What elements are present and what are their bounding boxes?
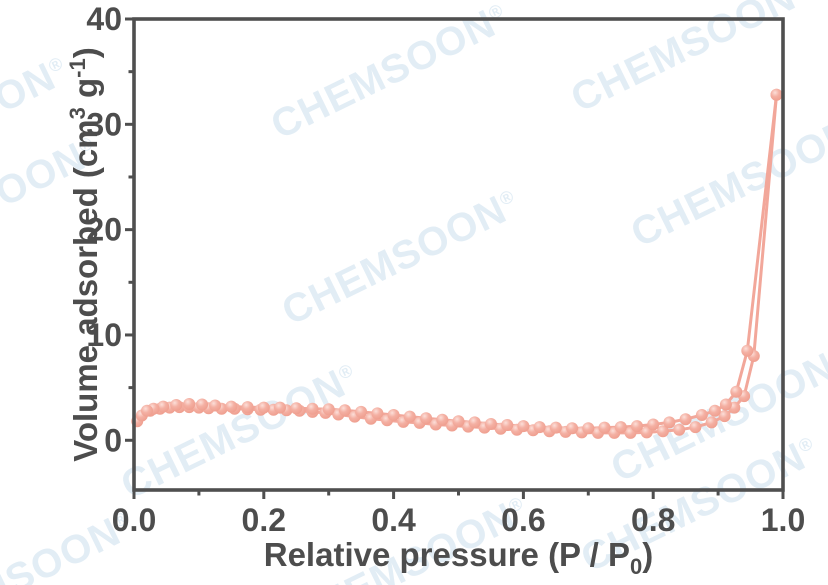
series-line-desorption — [145, 93, 778, 430]
data-point-desorption — [631, 420, 643, 433]
data-point-adsorption — [705, 416, 718, 429]
data-point-desorption — [663, 416, 676, 429]
data-point-desorption — [436, 413, 449, 426]
data-point-desorption — [241, 401, 254, 414]
x-axis-title: Relative pressure (P / P0) — [264, 536, 654, 579]
data-point-desorption — [582, 422, 595, 435]
data-point-desorption — [598, 421, 611, 434]
data-point-desorption — [157, 400, 170, 413]
x-tick-label: 0.6 — [501, 502, 545, 538]
data-point-desorption — [183, 398, 196, 410]
x-tick-label: 0.8 — [631, 502, 675, 538]
data-point-desorption — [708, 404, 721, 417]
data-point-adsorption — [640, 426, 653, 439]
data-point-desorption — [338, 404, 351, 417]
x-tick-label: 1.0 — [761, 502, 805, 538]
data-point-desorption — [566, 422, 579, 435]
data-point-desorption — [170, 399, 183, 411]
data-point-desorption — [647, 418, 660, 431]
data-point-desorption — [501, 419, 514, 431]
data-point-desorption — [290, 402, 303, 415]
data-point-desorption — [679, 413, 692, 426]
data-point-desorption — [196, 398, 209, 411]
data-point-desorption — [549, 421, 562, 434]
y-axis-title: Volume adsorbed (cm3 g-1) — [65, 47, 104, 461]
data-point-desorption — [355, 405, 368, 418]
data-point-desorption — [322, 403, 335, 416]
data-point-desorption — [741, 344, 754, 357]
data-point-desorption — [533, 421, 546, 434]
data-point-desorption — [274, 401, 286, 414]
data-point-desorption — [141, 404, 153, 417]
data-point-desorption — [257, 401, 270, 414]
data-point-desorption — [452, 415, 465, 428]
data-point-desorption — [695, 409, 708, 421]
x-tick-label: 0.2 — [242, 502, 286, 538]
data-point-adsorption — [673, 423, 686, 436]
data-point-desorption — [209, 399, 222, 412]
y-tick-label: 40 — [86, 1, 122, 37]
data-point-desorption — [517, 420, 530, 433]
data-point-desorption — [770, 88, 783, 101]
series-line-adsorption — [135, 93, 778, 435]
x-tick-label: 0.4 — [371, 502, 416, 538]
y-tick-label: 0 — [104, 422, 122, 458]
x-tick-label: 0.0 — [112, 502, 156, 538]
data-point-desorption — [403, 410, 416, 423]
y-tick-label: 30 — [86, 106, 122, 142]
data-point-desorption — [225, 400, 238, 413]
data-point-desorption — [719, 398, 732, 411]
y-tick-label: 10 — [86, 317, 122, 353]
data-point-desorption — [485, 418, 497, 430]
data-point-adsorption — [689, 421, 702, 434]
data-point-desorption — [730, 385, 743, 398]
data-point-desorption — [614, 421, 627, 434]
y-tick-label: 20 — [86, 212, 122, 248]
data-point-adsorption — [656, 425, 669, 438]
data-point-desorption — [387, 409, 400, 421]
data-point-adsorption — [718, 410, 731, 423]
data-point-desorption — [420, 412, 433, 425]
data-point-desorption — [306, 402, 319, 415]
data-point-desorption — [371, 407, 384, 420]
data-point-desorption — [468, 416, 481, 429]
